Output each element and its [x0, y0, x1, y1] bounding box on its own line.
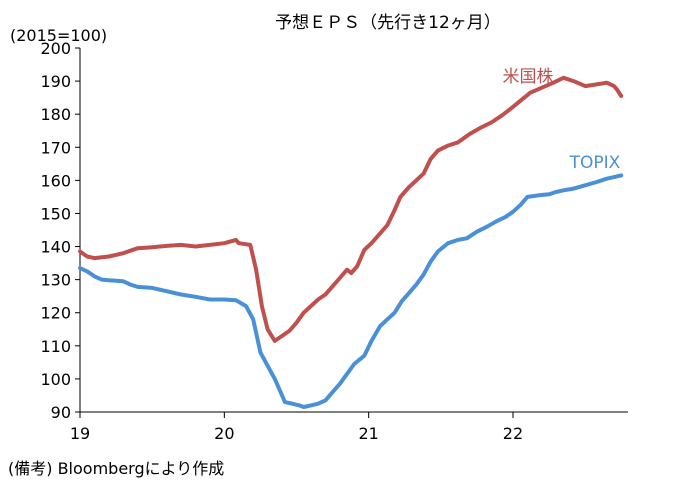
- x-tick-label: 19: [70, 424, 90, 443]
- x-tick-label: 22: [503, 424, 523, 443]
- y-tick-label: 200: [40, 39, 71, 58]
- series-labels: 米国株 TOPIX: [503, 67, 621, 173]
- series-label-us-stocks: 米国株: [503, 67, 554, 87]
- y-tick-label: 110: [40, 337, 71, 356]
- y-tick-label: 120: [40, 304, 71, 323]
- y-tick-label: 90: [51, 403, 71, 422]
- series-label-topix: TOPIX: [569, 153, 621, 173]
- y-tick-label: 140: [40, 238, 71, 257]
- x-tick-label: 21: [358, 424, 378, 443]
- y-axis: 90 100 110 120 130 140 150 160 170 180 190 200: [40, 39, 81, 422]
- y-tick-label: 100: [40, 370, 71, 389]
- series-lines: [78, 75, 624, 409]
- series-line-topix: [78, 173, 624, 409]
- source-note: (備考) Bloombergにより作成: [8, 459, 225, 478]
- x-axis: 19 20 21 22: [70, 411, 628, 443]
- y-tick-label: 130: [40, 271, 71, 290]
- y-tick-label: 170: [40, 138, 71, 157]
- chart-title: 予想ＥＰＳ（先行き12ヶ月）: [275, 13, 501, 33]
- y-tick-label: 190: [40, 72, 71, 91]
- y-tick-label: 160: [40, 171, 71, 190]
- y-tick-label: 180: [40, 105, 71, 124]
- x-tick-label: 20: [214, 424, 234, 443]
- series-line-us-stocks: [78, 75, 624, 343]
- y-unit-label: (2015=100): [10, 26, 107, 45]
- y-tick-label: 150: [40, 204, 71, 223]
